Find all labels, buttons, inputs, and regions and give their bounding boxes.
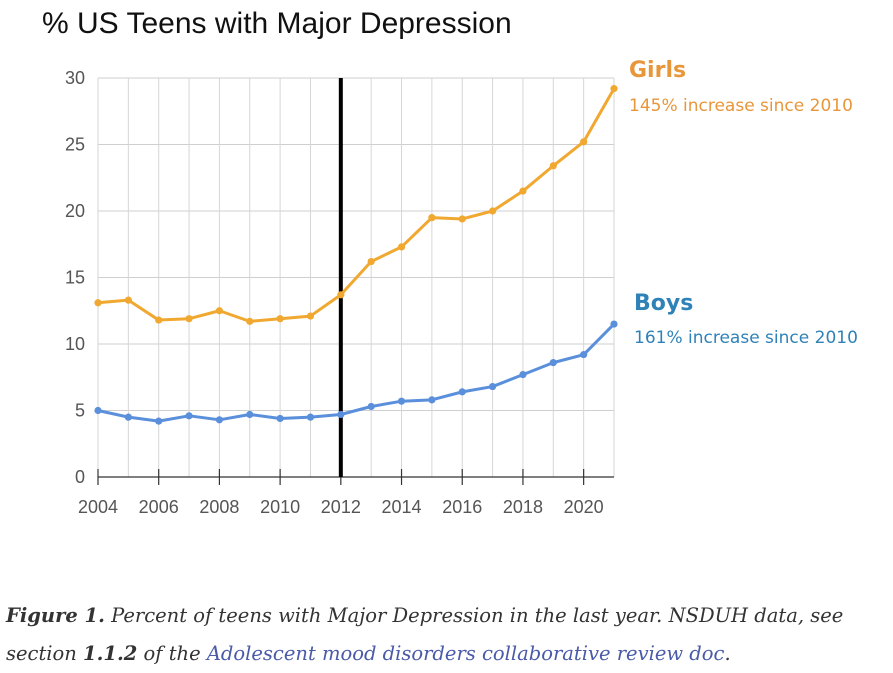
girls-increase-note: 145% increase since 2010: [629, 96, 853, 116]
x-tick-label-2018: 2018: [503, 497, 543, 517]
boys-point-2012: [337, 410, 345, 419]
boys-point-2013: [367, 402, 375, 411]
review-doc-link[interactable]: Adolescent mood disorders collaborative …: [206, 642, 725, 665]
girls-point-2004: [94, 299, 102, 307]
boys-point-2010: [276, 414, 284, 423]
boys-series-line: [97, 322, 616, 423]
girls-point-2009: [246, 317, 254, 325]
girls-point-2012: [337, 291, 345, 299]
girls-point-2007: [185, 315, 193, 323]
caption-text-1: Percent of teens with Major Depression i…: [6, 604, 844, 665]
girls-point-2010: [276, 315, 284, 323]
boys-point-2009: [246, 410, 254, 419]
girls-point-2013: [367, 257, 375, 266]
boys-point-2004: [94, 406, 102, 415]
girls-point-2015: [428, 214, 436, 222]
x-tick-label-2006: 2006: [139, 497, 179, 517]
x-tick-label-2016: 2016: [442, 497, 482, 517]
y-tick-label-20: 20: [65, 201, 85, 221]
boys-point-2018: [519, 370, 527, 379]
girls-point-2005: [124, 296, 132, 304]
y-tick-label-0: 0: [75, 467, 85, 487]
girls-point-2021: [610, 85, 618, 93]
x-tick-label-2008: 2008: [199, 497, 239, 517]
boys-point-2008: [215, 416, 224, 424]
boys-point-2006: [155, 417, 163, 425]
y-tick-label-30: 30: [65, 68, 85, 88]
girls-point-2006: [155, 316, 163, 324]
boys-point-2017: [488, 382, 497, 391]
girls-series-label: Girls: [629, 58, 686, 83]
boys-point-2019: [549, 359, 557, 367]
girls-point-2020: [580, 138, 588, 146]
x-tick-label-2010: 2010: [260, 497, 300, 517]
boys-point-2005: [124, 413, 132, 421]
chart-title: % US Teens with Major Depression: [42, 7, 512, 40]
caption-text-3: .: [724, 642, 731, 665]
girls-point-2017: [488, 207, 497, 215]
girls-point-2019: [549, 162, 557, 170]
figure-caption: Figure 1. Percent of teens with Major De…: [6, 597, 890, 673]
x-tick-label-2020: 2020: [564, 497, 604, 517]
figure-label: Figure 1.: [6, 604, 105, 627]
girls-point-2014: [397, 243, 406, 251]
x-tick-label-2014: 2014: [382, 497, 422, 517]
caption-section-number: 1.1.2: [83, 642, 138, 665]
girls-series-line: [97, 87, 616, 323]
boys-point-2011: [306, 413, 315, 421]
girls-point-2011: [306, 312, 315, 320]
y-tick-label-25: 25: [65, 135, 85, 155]
caption-text-2: of the: [137, 642, 207, 665]
x-tick-label-2012: 2012: [321, 497, 361, 517]
y-tick-label-5: 5: [75, 401, 85, 421]
x-tick-label-2004: 2004: [78, 497, 118, 517]
boys-point-2015: [428, 396, 436, 404]
boys-point-2007: [185, 412, 193, 420]
boys-point-2016: [458, 388, 466, 396]
boys-increase-note: 161% increase since 2010: [634, 328, 858, 348]
girls-point-2008: [215, 307, 224, 315]
y-tick-label-10: 10: [65, 334, 85, 354]
girls-point-2018: [519, 187, 527, 195]
y-tick-label-15: 15: [65, 268, 85, 288]
boys-point-2020: [580, 351, 588, 359]
line-chart: % US Teens with Major Depression 0 5 10 15 20…: [42, 7, 858, 517]
boys-series-label: Boys: [634, 291, 693, 316]
boys-point-2014: [397, 397, 406, 405]
boys-point-2021: [610, 320, 618, 328]
girls-point-2016: [458, 215, 466, 223]
